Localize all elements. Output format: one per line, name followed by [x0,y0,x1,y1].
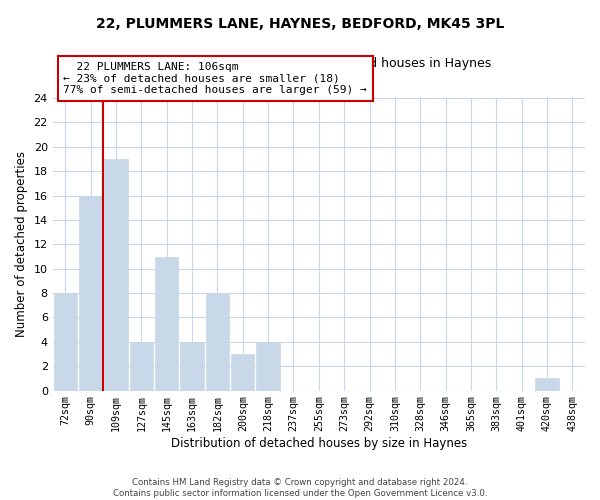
Bar [231,354,254,391]
Bar [104,159,128,390]
Text: 22, PLUMMERS LANE, HAYNES, BEDFORD, MK45 3PL: 22, PLUMMERS LANE, HAYNES, BEDFORD, MK45… [96,18,504,32]
Title: Size of property relative to detached houses in Haynes: Size of property relative to detached ho… [147,58,491,70]
Y-axis label: Number of detached properties: Number of detached properties [15,152,28,338]
Bar [256,342,280,390]
Bar [79,196,103,390]
X-axis label: Distribution of detached houses by size in Haynes: Distribution of detached houses by size … [171,437,467,450]
Bar [181,342,204,390]
Bar [155,256,178,390]
Text: Contains HM Land Registry data © Crown copyright and database right 2024.
Contai: Contains HM Land Registry data © Crown c… [113,478,487,498]
Bar [53,293,77,390]
Text: 22 PLUMMERS LANE: 106sqm
← 23% of detached houses are smaller (18)
77% of semi-d: 22 PLUMMERS LANE: 106sqm ← 23% of detach… [64,62,367,95]
Bar [130,342,153,390]
Bar [535,378,559,390]
Bar [206,293,229,390]
